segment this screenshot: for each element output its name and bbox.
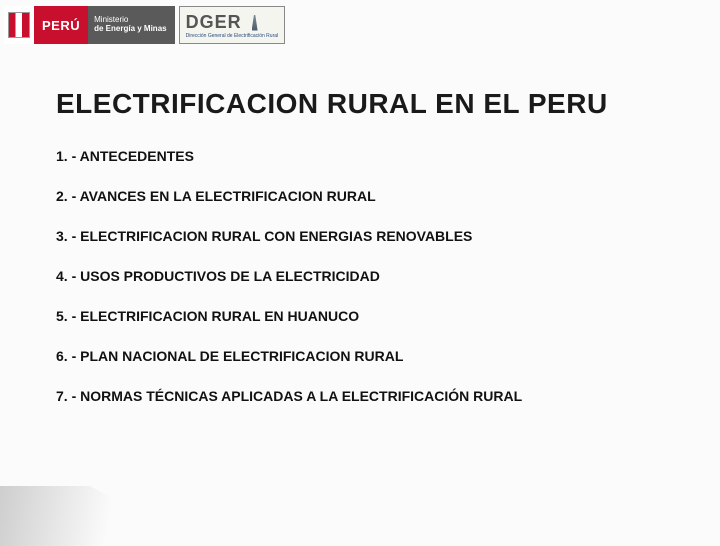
escudo-icon — [4, 6, 34, 44]
peru-label: PERÚ — [34, 6, 88, 44]
dger-logo: DGER Dirección General de Electrificació… — [179, 6, 286, 44]
list-item: 1. - ANTECEDENTES — [56, 148, 720, 164]
list-item: 4. - USOS PRODUCTIVOS DE LA ELECTRICIDAD — [56, 268, 720, 284]
table-of-contents: 1. - ANTECEDENTES 2. - AVANCES EN LA ELE… — [56, 148, 720, 404]
ministerio-line2: de Energía y Minas — [94, 25, 166, 34]
dger-label: DGER — [186, 12, 242, 33]
corner-decoration — [0, 486, 200, 546]
peru-government-logo: PERÚ Ministerio de Energía y Minas — [4, 6, 175, 44]
tower-icon — [245, 13, 265, 33]
list-item: 6. - PLAN NACIONAL DE ELECTRIFICACION RU… — [56, 348, 720, 364]
list-item: 7. - NORMAS TÉCNICAS APLICADAS A LA ELEC… — [56, 388, 720, 404]
list-item: 5. - ELECTRIFICACION RURAL EN HUANUCO — [56, 308, 720, 324]
list-item: 2. - AVANCES EN LA ELECTRIFICACION RURAL — [56, 188, 720, 204]
page-title: ELECTRIFICACION RURAL EN EL PERU — [56, 88, 720, 120]
ministerio-label: Ministerio de Energía y Minas — [88, 6, 174, 44]
dger-subtitle: Dirección General de Electrificación Rur… — [186, 33, 279, 39]
list-item: 3. - ELECTRIFICACION RURAL CON ENERGIAS … — [56, 228, 720, 244]
header-logos: PERÚ Ministerio de Energía y Minas DGER … — [4, 6, 720, 44]
